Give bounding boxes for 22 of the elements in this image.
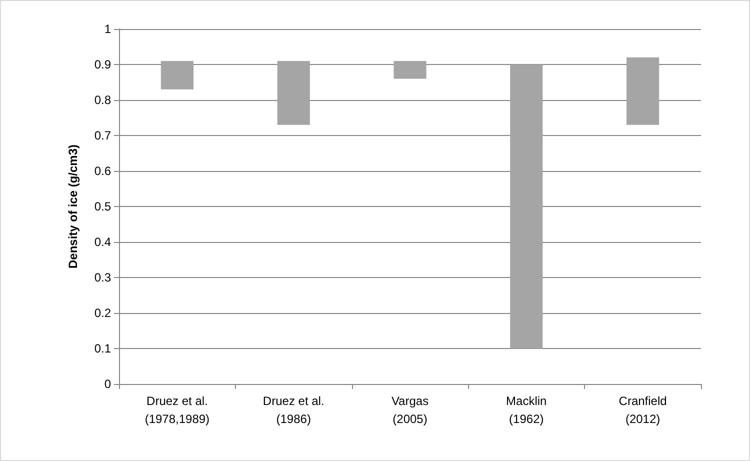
y-axis-title: Density of ice (g/cm3) xyxy=(66,144,80,269)
x-tick-label: Vargas (2005) xyxy=(391,394,429,426)
y-tick-label: 0.9 xyxy=(94,58,112,72)
bar xyxy=(160,60,194,90)
y-tick-label: 0.8 xyxy=(94,93,112,107)
y-tick-label: 0.7 xyxy=(94,128,112,142)
y-tick-label: 0.5 xyxy=(94,200,112,214)
y-tick-label: 0.4 xyxy=(94,235,112,249)
y-tick-label: 0.1 xyxy=(94,342,112,356)
bar xyxy=(626,57,660,125)
y-tick-label: 1 xyxy=(104,22,112,36)
y-tick-label: 0.3 xyxy=(94,270,112,284)
bar xyxy=(277,60,310,125)
x-tick-label: Macklin (1962) xyxy=(506,394,547,426)
x-tick-label: Druez et al. (1986) xyxy=(262,394,324,426)
bar xyxy=(394,60,426,79)
x-tick-label: Druez et al. (1978,1989) xyxy=(144,394,210,426)
y-tick-label: 0 xyxy=(104,377,112,391)
y-tick-label: 0.6 xyxy=(94,164,112,178)
y-tick-label: 0.2 xyxy=(94,306,112,320)
bar xyxy=(510,64,543,348)
x-tick-label: Cranfield (2012) xyxy=(618,394,667,426)
